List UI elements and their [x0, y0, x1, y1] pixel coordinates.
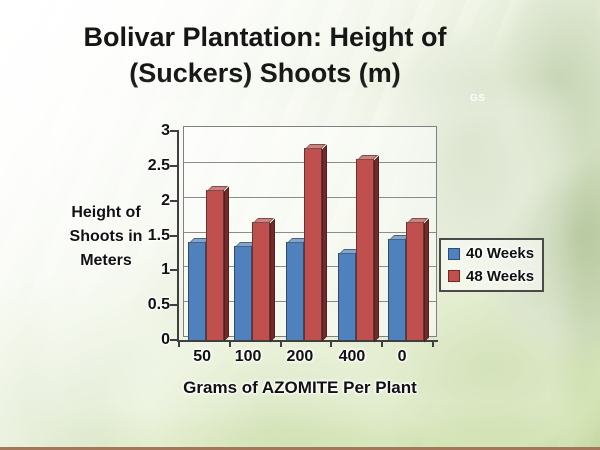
y-tick-mark: [170, 269, 178, 272]
bar-side-face: [373, 155, 379, 343]
y-tick-mark: [170, 164, 178, 167]
x-axis-title: Grams of AZOMITE Per Plant: [183, 378, 417, 397]
y-tick-mark: [170, 304, 178, 307]
chart-legend: 40 Weeks 48 Weeks: [439, 238, 544, 292]
y-tick-mark: [170, 234, 178, 237]
bar-48-weeks-100g: [252, 217, 276, 342]
x-tick-mark: [279, 342, 282, 347]
y-tick-label: 0.5: [147, 296, 170, 314]
x-tick-mark: [178, 342, 180, 347]
x-category-label: 100: [234, 348, 262, 365]
x-category-label: 0: [397, 348, 407, 365]
y-axis-tick-labels: 3 2.5 2 1.5 1 0.5 0: [118, 122, 170, 348]
bar-side-face: [321, 144, 327, 343]
y-tick-label: 1: [161, 261, 170, 279]
legend-label: 40 Weeks: [466, 245, 535, 263]
y-axis-line: [177, 130, 179, 342]
bar-48-weeks-50g: [206, 186, 230, 342]
y-axis-title: Height of Shoots in Meters: [69, 204, 143, 269]
bar-40-weeks-200g: [285, 238, 309, 342]
slide-title-line-2: (Suckers) Shoots (m): [129, 58, 401, 88]
legend-swatch-red-icon: [448, 270, 460, 283]
photo-bottom-edge: [0, 447, 600, 450]
y-tick-label: 2.5: [147, 156, 170, 174]
legend-swatch-blue-icon: [448, 247, 460, 260]
bar-side-face: [270, 218, 276, 342]
bar-40-weeks-0g: [388, 234, 412, 342]
bar-40-weeks-50g: [188, 238, 212, 342]
photo-watermark: GS: [470, 93, 486, 104]
x-axis-line: [177, 340, 438, 342]
bar-48-weeks-400g: [355, 154, 379, 343]
legend-label: 48 Weeks: [466, 267, 535, 285]
x-axis-tick-labels: 50 100 200 400 0: [178, 348, 432, 368]
y-tick-mark: [170, 339, 178, 341]
bar-side-face: [424, 218, 430, 342]
y-tick-mark: [170, 130, 178, 132]
slide-title-line-1: Bolivar Plantation: Height of: [83, 22, 447, 52]
y-tick-label: 2: [161, 191, 170, 209]
legend-item-48-weeks: 48 Weeks: [448, 268, 542, 285]
bars-layer: [178, 130, 432, 343]
legend-item-40-weeks: 40 Weeks: [448, 245, 542, 262]
x-category-label: 400: [338, 348, 366, 365]
x-category-label: 200: [286, 348, 314, 365]
x-tick-mark: [228, 342, 231, 347]
x-tick-mark: [330, 342, 333, 347]
y-tick-label: 3: [161, 122, 170, 139]
bar-48-weeks-200g: [303, 144, 327, 343]
y-tick-label: 0: [161, 331, 170, 348]
x-category-label: 50: [193, 348, 212, 365]
y-tick-mark: [170, 199, 178, 202]
x-tick-mark: [381, 342, 384, 347]
y-tick-label: 1.5: [147, 226, 170, 244]
bar-side-face: [224, 186, 230, 342]
slide-title: Bolivar Plantation: Height of (Suckers) …: [0, 19, 530, 91]
bar-40-weeks-100g: [234, 241, 258, 342]
bar-40-weeks-400g: [337, 248, 361, 342]
x-tick-mark: [432, 342, 434, 347]
bar-48-weeks-0g: [406, 217, 430, 342]
